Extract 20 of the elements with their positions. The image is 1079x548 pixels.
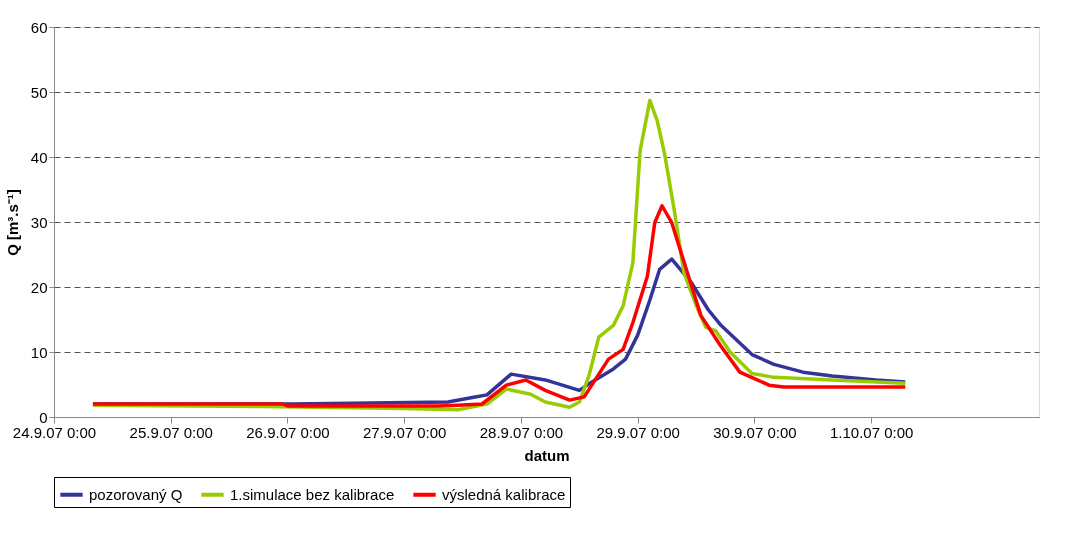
y-axis-title: Q [m³.s⁻¹] — [3, 189, 21, 256]
y-tick-label: 50 — [30, 83, 48, 101]
legend-label: výsledná kalibrace — [442, 485, 566, 503]
y-tick-label: 0 — [39, 408, 48, 426]
x-tick-label: 27.9.07 0:00 — [363, 423, 447, 441]
y-tick-label: 60 — [30, 18, 48, 36]
y-tick-label: 10 — [30, 343, 48, 361]
x-axis-title: datum — [524, 446, 570, 464]
legend-label: 1.simulace bez kalibrace — [230, 485, 395, 503]
y-tick-label: 40 — [30, 148, 48, 166]
legend-label: pozorovaný Q — [89, 485, 183, 503]
x-tick-label: 30.9.07 0:00 — [713, 423, 797, 441]
x-tick-label: 26.9.07 0:00 — [246, 423, 330, 441]
y-tick-label: 20 — [30, 278, 48, 296]
x-tick-label: 29.9.07 0:00 — [596, 423, 680, 441]
x-tick-label: 28.9.07 0:00 — [479, 423, 564, 441]
x-tick-label: 1.10.07 0:00 — [829, 423, 914, 441]
y-tick-label: 30 — [30, 213, 48, 231]
x-tick-label: 24.9.07 0:00 — [12, 423, 97, 441]
x-tick-label: 25.9.07 0:00 — [129, 423, 213, 441]
